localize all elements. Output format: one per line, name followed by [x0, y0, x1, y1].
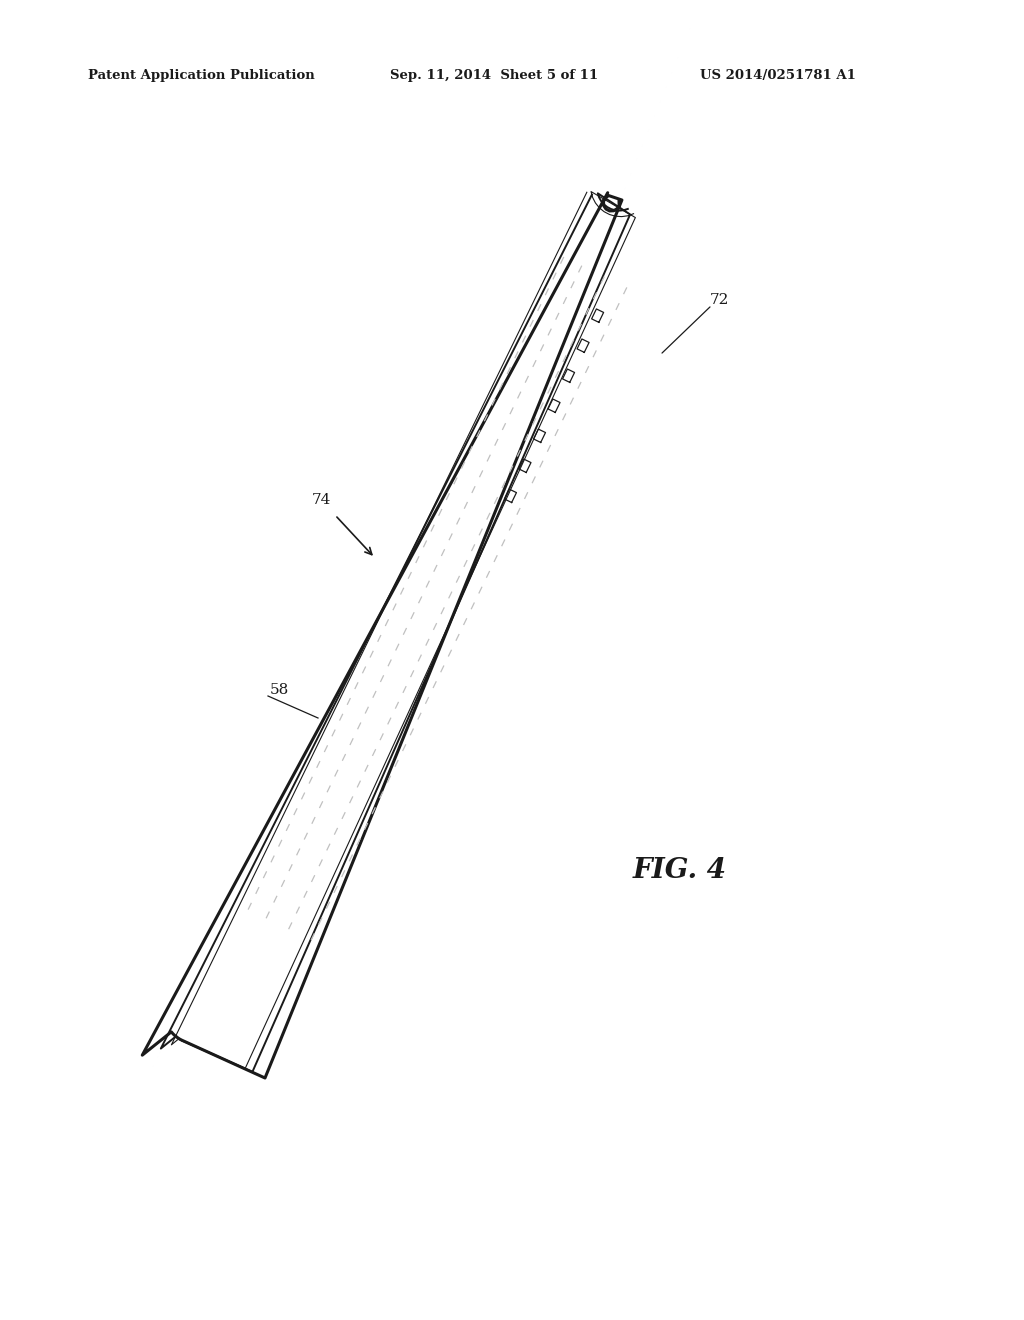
Text: 72: 72 [710, 293, 729, 308]
Text: 58: 58 [270, 682, 289, 697]
Text: Patent Application Publication: Patent Application Publication [88, 69, 314, 82]
Text: US 2014/0251781 A1: US 2014/0251781 A1 [700, 69, 856, 82]
Text: Sep. 11, 2014  Sheet 5 of 11: Sep. 11, 2014 Sheet 5 of 11 [390, 69, 598, 82]
Text: 74: 74 [312, 492, 332, 507]
Text: FIG. 4: FIG. 4 [633, 857, 727, 883]
